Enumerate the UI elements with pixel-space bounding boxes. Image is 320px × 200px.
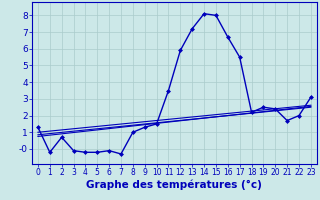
X-axis label: Graphe des températures (°c): Graphe des températures (°c)	[86, 180, 262, 190]
